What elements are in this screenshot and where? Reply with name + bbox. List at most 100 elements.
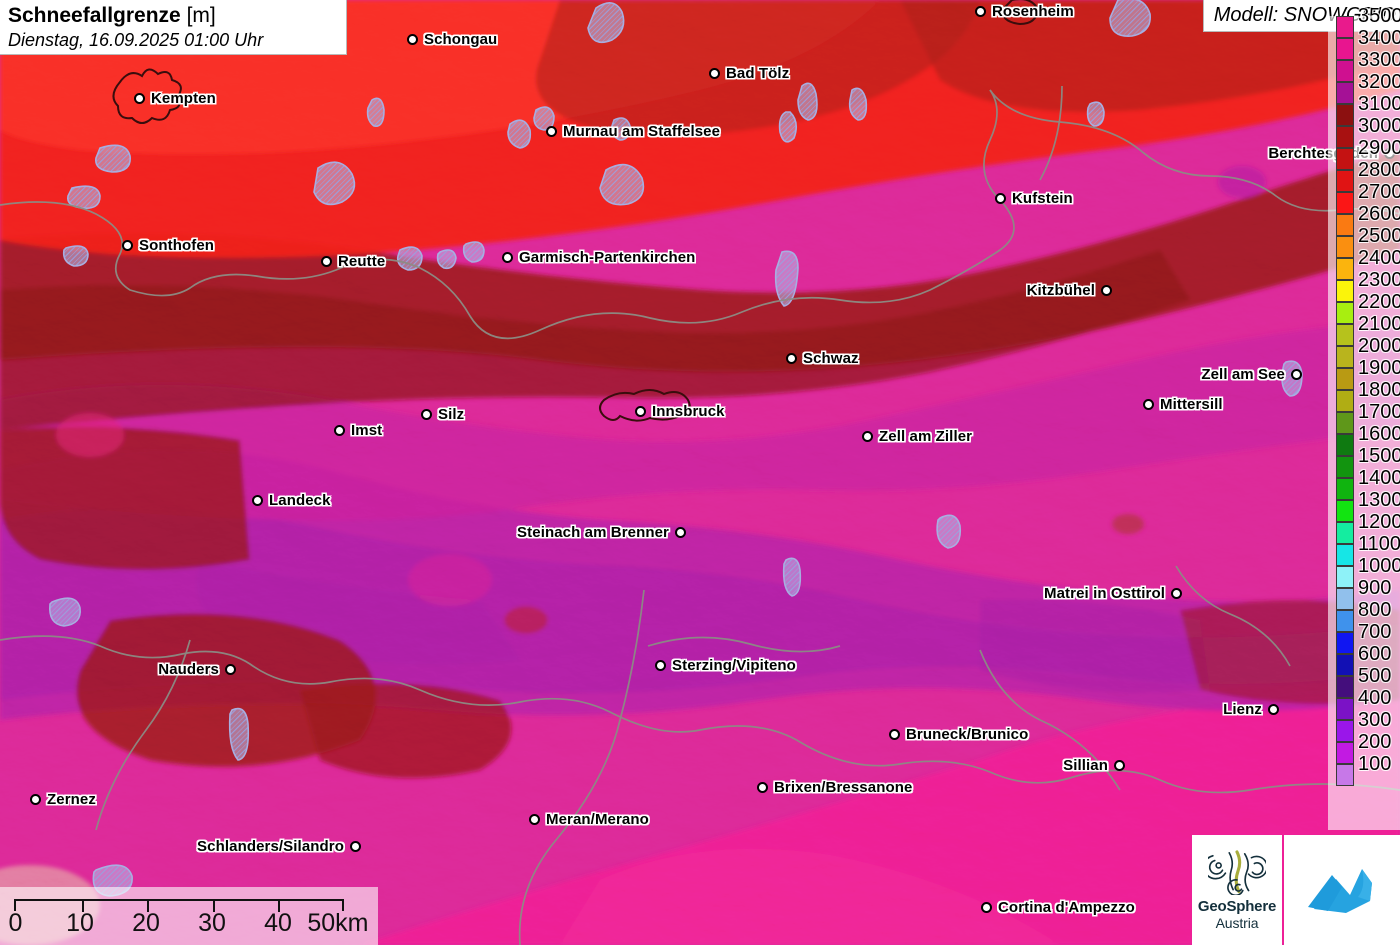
forecast-datetime: Dienstag, 16.09.2025 01:00 Uhr — [8, 30, 264, 50]
city-name-label: Zernez — [47, 791, 96, 808]
city-marker[interactable]: Zell am See — [1201, 366, 1302, 383]
geosphere-austria-logo[interactable]: GeoSphere Austria — [1192, 835, 1282, 945]
colorbar-value-label: 1400 — [1358, 467, 1400, 489]
colorbar-stop: 700 — [1336, 621, 1400, 654]
city-marker[interactable]: Kempten — [134, 90, 216, 107]
colorbar-swatch — [1336, 302, 1354, 324]
city-marker[interactable]: Imst — [334, 422, 382, 439]
colorbar-stop: 800 — [1336, 599, 1400, 632]
city-marker[interactable]: Zernez — [30, 791, 96, 808]
colorbar-stop: 600 — [1336, 643, 1400, 676]
city-marker[interactable]: Rosenheim — [975, 3, 1074, 20]
colorbar-value-label: 2700 — [1358, 181, 1400, 203]
colorbar-stop: 2600 — [1336, 203, 1400, 236]
city-dot-icon — [350, 841, 361, 852]
city-name-label: Landeck — [269, 492, 331, 509]
colorbar-swatch — [1336, 258, 1354, 280]
colorbar-value-label: 1100 — [1358, 533, 1400, 555]
city-dot-icon — [1171, 588, 1182, 599]
city-marker[interactable]: Kufstein — [995, 190, 1073, 207]
city-marker[interactable]: Schongau — [407, 31, 497, 48]
city-dot-icon — [1114, 760, 1125, 771]
scale-bar-tick — [278, 901, 281, 912]
scale-bar-tick — [212, 901, 215, 912]
city-dot-icon — [635, 406, 646, 417]
city-marker[interactable]: Schwaz — [786, 350, 859, 367]
geosphere-logo-line2: Austria — [1215, 915, 1259, 931]
city-marker[interactable]: Garmisch-Partenkirchen — [502, 249, 695, 266]
colorbar-value-label: 1900 — [1358, 357, 1400, 379]
city-marker[interactable]: Innsbruck — [635, 403, 725, 420]
city-name-label: Kufstein — [1012, 190, 1073, 207]
city-name-label: Steinach am Brenner — [517, 524, 669, 541]
colorbar-value-label: 200 — [1358, 731, 1392, 753]
colorbar-value-label: 2300 — [1358, 269, 1400, 291]
city-marker[interactable]: Brixen/Bressanone — [757, 779, 912, 796]
city-dot-icon — [786, 353, 797, 364]
colorbar-swatch — [1336, 82, 1354, 104]
city-name-label: Innsbruck — [652, 403, 725, 420]
city-name-label: Murnau am Staffelsee — [563, 123, 721, 140]
city-marker[interactable]: Landeck — [252, 492, 331, 509]
colorbar-value-label: 2800 — [1358, 159, 1400, 181]
city-marker[interactable]: Zell am Ziller — [862, 428, 972, 445]
colorbar-legend: 3500 3400 3300 3200 3100 3000 2900 2800 2700 2600… — [1328, 5, 1400, 830]
colorbar-stop: 900 — [1336, 577, 1400, 610]
colorbar-stop: 300 — [1336, 709, 1400, 742]
parameter-unit: [m] — [186, 4, 216, 27]
city-dot-icon — [1291, 369, 1302, 380]
city-dot-icon — [30, 794, 41, 805]
colorbar-stop: 1300 — [1336, 489, 1400, 522]
city-marker[interactable]: Cortina d'Ampezzo — [981, 899, 1135, 916]
city-name-label: Cortina d'Ampezzo — [998, 899, 1135, 916]
colorbar-swatch — [1336, 588, 1354, 610]
colorbar-stop: 400 — [1336, 687, 1400, 720]
city-marker[interactable]: Meran/Merano — [529, 811, 649, 828]
colorbar-stop: 1600 — [1336, 423, 1400, 456]
city-marker[interactable]: Kitzbühel — [1027, 282, 1112, 299]
city-name-label: Garmisch-Partenkirchen — [519, 249, 696, 266]
colorbar-value-label: 2600 — [1358, 203, 1400, 225]
city-marker[interactable]: Lienz — [1223, 701, 1279, 718]
scale-bar-tick-label: 0 — [8, 909, 23, 937]
colorbar-swatch — [1336, 522, 1354, 544]
colorbar-stop: 3500 — [1336, 5, 1400, 38]
city-dot-icon — [407, 34, 418, 45]
city-dot-icon — [134, 93, 145, 104]
city-dot-icon — [655, 660, 666, 671]
city-marker[interactable]: Matrei in Osttirol — [1044, 585, 1182, 602]
city-marker[interactable]: Steinach am Brenner — [517, 524, 686, 541]
city-name-label: Sterzing/Vipiteno — [672, 657, 796, 674]
city-marker[interactable]: Bad Tölz — [709, 65, 789, 82]
colorbar-swatch — [1336, 126, 1354, 148]
colorbar-stop: 2400 — [1336, 247, 1400, 280]
colorbar-swatch — [1336, 610, 1354, 632]
city-marker[interactable]: Nauders — [158, 661, 236, 678]
colorbar-value-label: 1000 — [1358, 555, 1400, 577]
city-marker[interactable]: Schlanders/Silandro — [197, 838, 361, 855]
colorbar-value-label: 1700 — [1358, 401, 1400, 423]
colorbar-swatch — [1336, 148, 1354, 170]
colorbar-stop: 1700 — [1336, 401, 1400, 434]
colorbar-value-label: 1300 — [1358, 489, 1400, 511]
colorbar-stop: 2000 — [1336, 335, 1400, 368]
colorbar-value-label: 3100 — [1358, 93, 1400, 115]
city-marker[interactable]: Murnau am Staffelsee — [546, 123, 720, 140]
mountain-logo[interactable] — [1284, 835, 1400, 945]
scale-bar-tick — [81, 901, 84, 912]
city-dot-icon — [122, 240, 133, 251]
city-marker[interactable]: Mittersill — [1143, 396, 1223, 413]
city-marker[interactable]: Sillian — [1063, 757, 1125, 774]
city-dot-icon — [334, 425, 345, 436]
city-marker[interactable]: Bruneck/Brunico — [889, 726, 1028, 743]
city-name-label: Bad Tölz — [726, 65, 790, 82]
colorbar-stop: 2900 — [1336, 137, 1400, 170]
city-marker[interactable]: Reutte — [321, 253, 385, 270]
city-marker[interactable]: Sterzing/Vipiteno — [655, 657, 796, 674]
city-marker[interactable]: Sonthofen — [122, 237, 214, 254]
colorbar-stop: 2800 — [1336, 159, 1400, 192]
city-dot-icon — [1143, 399, 1154, 410]
city-dot-icon — [421, 409, 432, 420]
city-marker[interactable]: Silz — [421, 406, 464, 423]
